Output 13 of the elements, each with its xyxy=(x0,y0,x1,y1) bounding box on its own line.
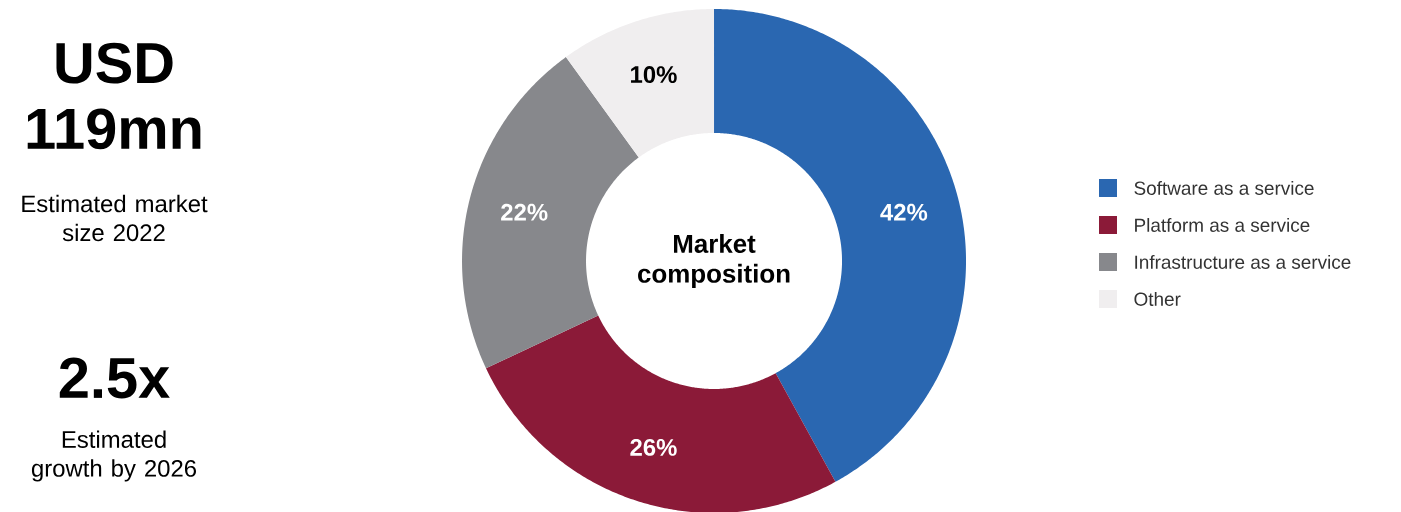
data-label: 22% xyxy=(501,203,548,221)
text: Estimated growth by 2026 xyxy=(31,430,196,482)
data-label: 10% xyxy=(631,66,677,84)
data-label: 26% xyxy=(630,438,677,456)
text: Estimated market size 2022 xyxy=(22,194,208,242)
legend-label: Infrastructure as a service xyxy=(1135,255,1351,269)
legend-label: Other xyxy=(1134,292,1181,306)
text: 2.5x xyxy=(59,357,170,399)
legend-label: Platform as a service xyxy=(1135,218,1310,232)
legend-label: Software as a service xyxy=(1134,181,1314,195)
text: USD 119mn xyxy=(27,42,201,150)
data-label: 42% xyxy=(880,203,928,221)
text: Market composition xyxy=(638,233,790,288)
